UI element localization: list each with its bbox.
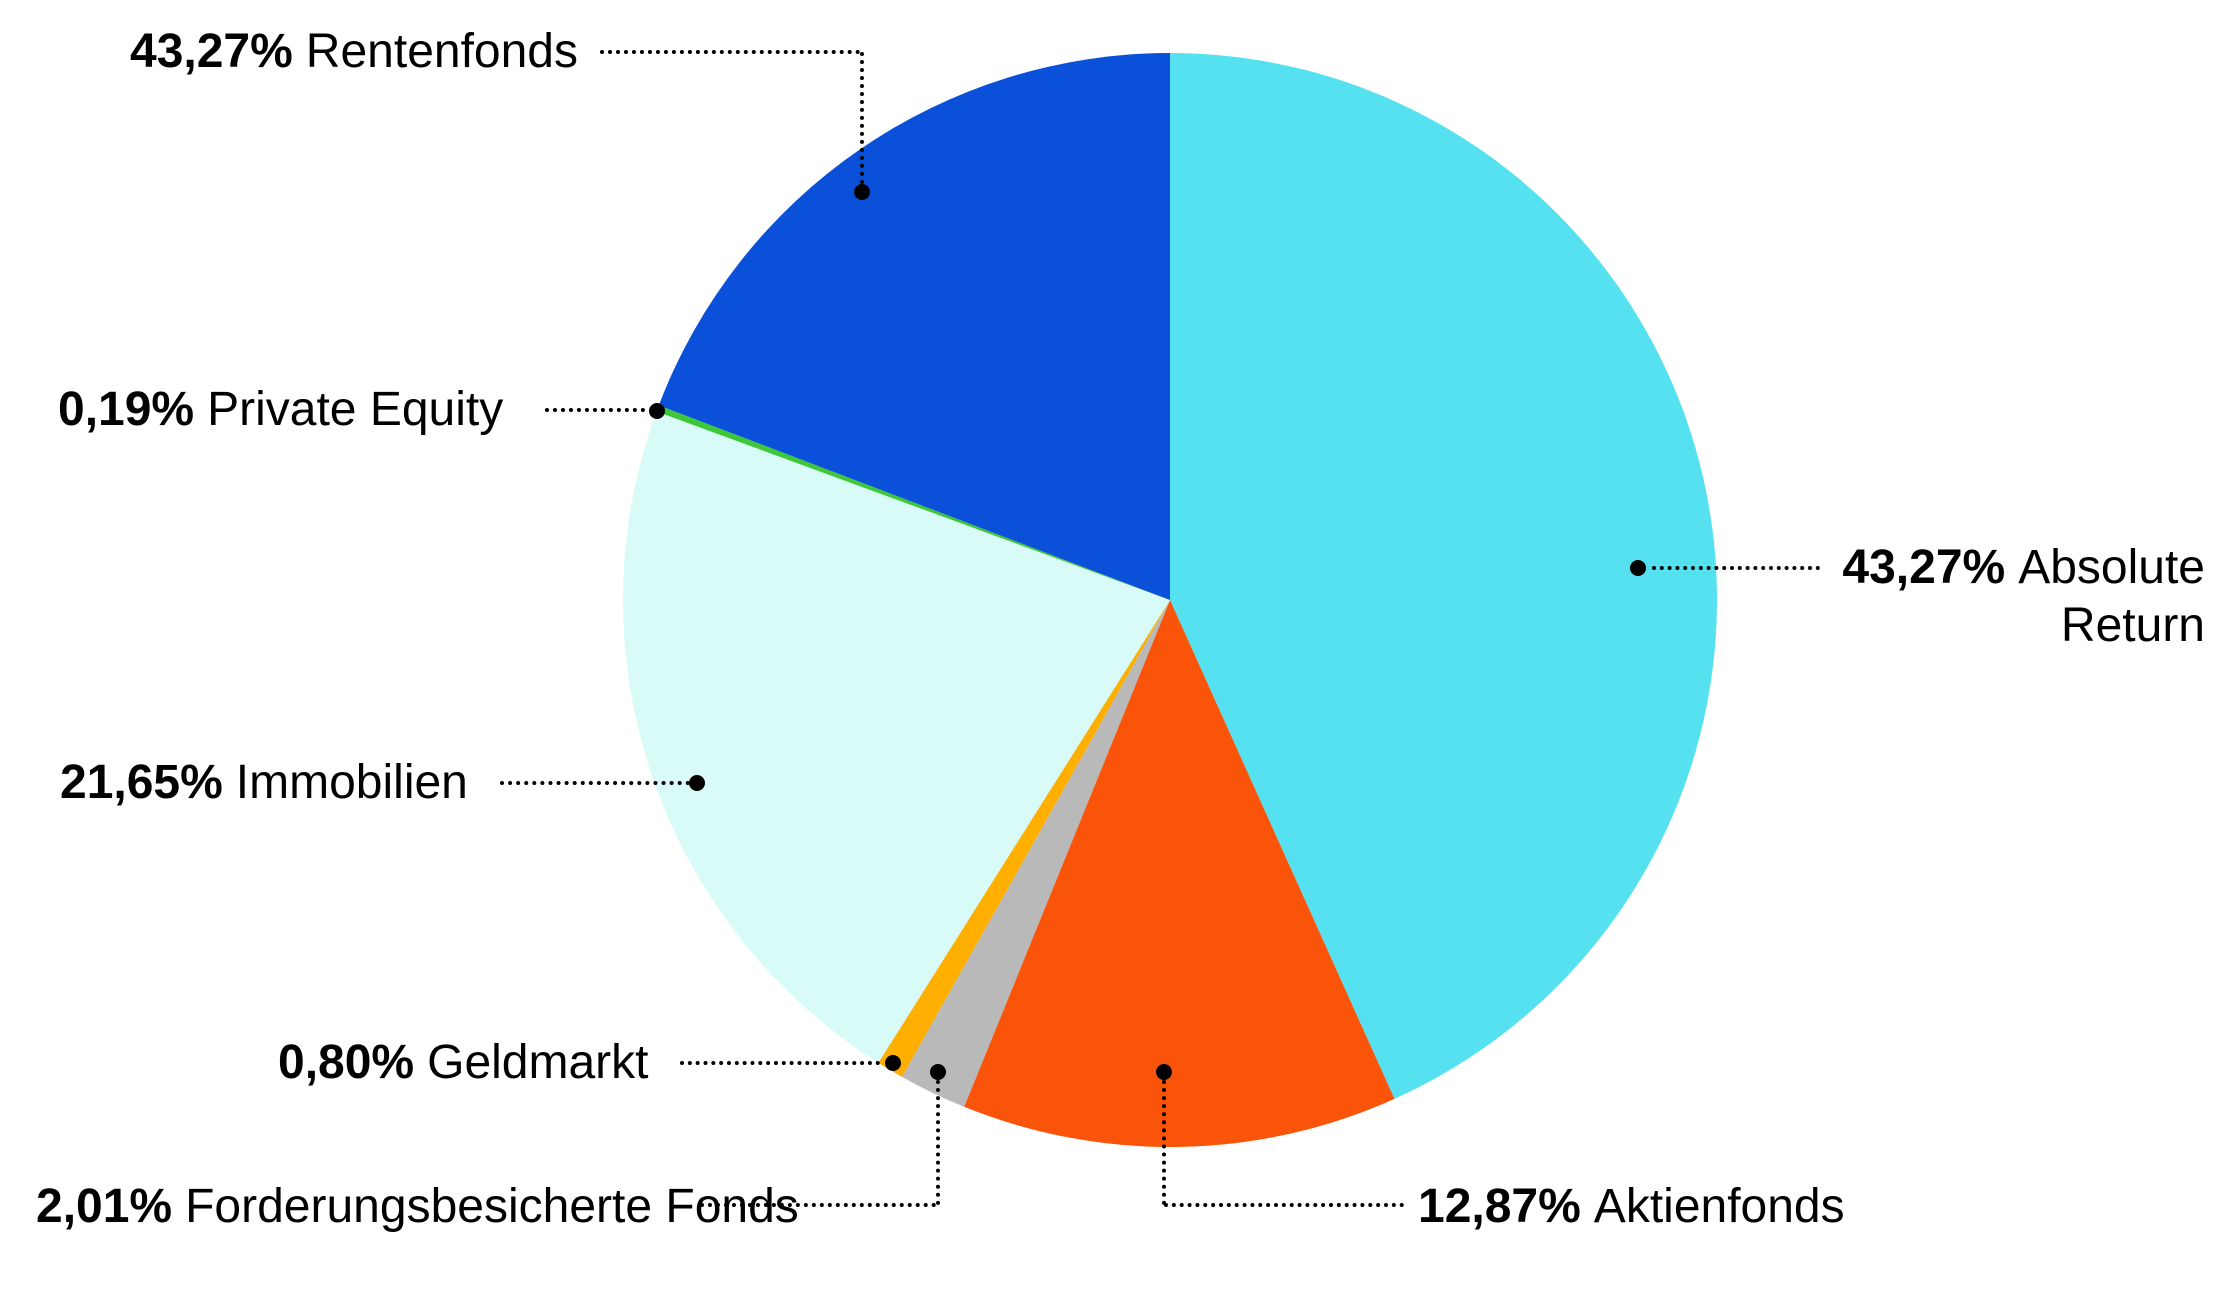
geldmarkt-marker-dot: [885, 1055, 901, 1071]
rentenfonds-name: Rentenfonds: [305, 25, 578, 78]
forderungsbesicherte-fonds-name: Forderungsbesicherte Fonds: [185, 1180, 799, 1233]
pie-slice-forderungsbesicherte-fonds: [901, 600, 1170, 1107]
absolute-return-marker-dot: [1630, 560, 1646, 576]
forderungsbesicherte-fonds-marker-dot: [930, 1064, 946, 1080]
forderungsbesicherte-fonds-leader-line-h: [700, 1203, 936, 1207]
absolute-return-name: Absolute Return: [2018, 541, 2205, 652]
immobilien-leader-line-h: [500, 781, 690, 785]
immobilien-pct-label: 21,65%: [60, 756, 223, 809]
private-equity-marker-dot: [649, 403, 665, 419]
rentenfonds-leader-line-v: [860, 52, 864, 184]
pie-slice-aktienfonds: [964, 600, 1395, 1148]
immobilien-marker-dot: [689, 775, 705, 791]
rentenfonds-leader-line-h: [600, 50, 860, 54]
pie-slice-immobilien: [622, 411, 1170, 1063]
forderungsbesicherte-fonds-leader-line-v: [936, 1080, 940, 1205]
geldmarkt-leader-line-h: [680, 1061, 880, 1065]
rentenfonds-marker-dot: [854, 184, 870, 200]
pie-slice-rentenfonds: [658, 53, 1170, 600]
aktienfonds-marker-dot: [1156, 1064, 1172, 1080]
forderungsbesicherte-fonds-pct-label: 2,01%: [36, 1180, 173, 1233]
pie-slice-absolute-return: [1170, 53, 1717, 1099]
absolute-return-pct-label: 43,27%: [1842, 541, 2006, 594]
callout-forderungsbesicherte-fonds: 2,01% Forderungsbesicherte Fonds: [36, 1178, 846, 1236]
immobilien-name: Immobilien: [235, 756, 468, 809]
private-equity-pct-label: 0,19%: [58, 383, 195, 436]
rentenfonds-pct-label: 43,27%: [130, 25, 293, 78]
aktienfonds-leader-line-v: [1162, 1080, 1166, 1205]
callout-geldmarkt: 0,80% Geldmarkt: [278, 1034, 649, 1092]
absolute-return-leader-line-h: [1652, 566, 1820, 570]
callout-immobilien: 21,65% Immobilien: [60, 754, 468, 812]
private-equity-leader-line-h: [545, 408, 645, 412]
callout-aktienfonds: 12,87% Aktienfonds: [1418, 1178, 1845, 1236]
callout-private-equity: 0,19% Private Equity: [58, 381, 503, 439]
callout-absolute-return: 43,27% Absolute Return: [1805, 539, 2205, 655]
private-equity-name: Private Equity: [207, 383, 504, 436]
pie-slice-private-equity: [656, 405, 1170, 600]
geldmarkt-name: Geldmarkt: [427, 1036, 649, 1089]
pie-slice-geldmarkt: [878, 600, 1170, 1077]
aktienfonds-leader-line-h: [1164, 1203, 1404, 1207]
aktienfonds-pct-label: 12,87%: [1418, 1180, 1581, 1233]
callout-rentenfonds: 43,27% Rentenfonds: [130, 23, 578, 81]
aktienfonds-name: Aktienfonds: [1593, 1180, 1845, 1233]
geldmarkt-pct-label: 0,80%: [278, 1036, 415, 1089]
